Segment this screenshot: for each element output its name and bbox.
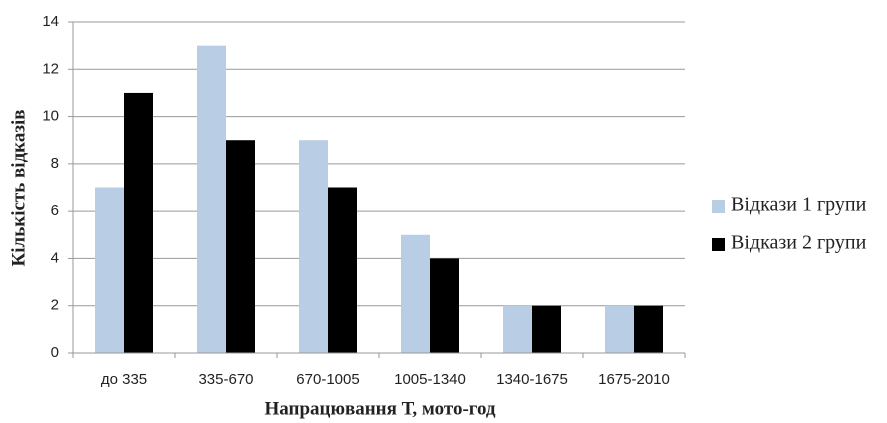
y-tick-label: 2 — [51, 297, 59, 314]
bar — [226, 140, 255, 353]
bar — [197, 45, 226, 354]
y-axis-label: Кількість відказів — [8, 109, 29, 266]
legend-label: Відкази 1 групи — [731, 194, 867, 216]
bar — [328, 187, 357, 353]
legend-swatch — [712, 200, 725, 213]
bar — [503, 305, 532, 353]
y-tick-label: 6 — [51, 202, 59, 219]
y-tick-label: 8 — [51, 155, 59, 172]
x-tick-label: 1675-2010 — [598, 371, 670, 388]
x-axis-label: Напрацювання Т, мото-год — [264, 398, 495, 419]
x-tick-label: 670-1005 — [296, 371, 359, 388]
x-tick-label: 1340-1675 — [496, 371, 568, 388]
y-tick-label: 0 — [51, 344, 59, 361]
x-tick-label: 1005-1340 — [394, 371, 466, 388]
bar — [605, 305, 634, 353]
y-tick-label: 10 — [42, 108, 59, 125]
y-tick-label: 4 — [51, 249, 59, 266]
bar — [95, 187, 124, 353]
x-tick-label: 335-670 — [198, 371, 253, 388]
bar — [532, 305, 561, 353]
bar — [299, 140, 328, 353]
legend-label: Відкази 2 групи — [731, 232, 867, 254]
y-tick-label: 14 — [42, 13, 59, 30]
x-tick-label: до 335 — [101, 371, 147, 388]
bar — [634, 305, 663, 353]
bar — [124, 92, 153, 353]
bar — [401, 234, 430, 353]
legend-swatch — [712, 238, 725, 251]
y-tick-label: 12 — [42, 60, 59, 77]
bar — [430, 258, 459, 353]
